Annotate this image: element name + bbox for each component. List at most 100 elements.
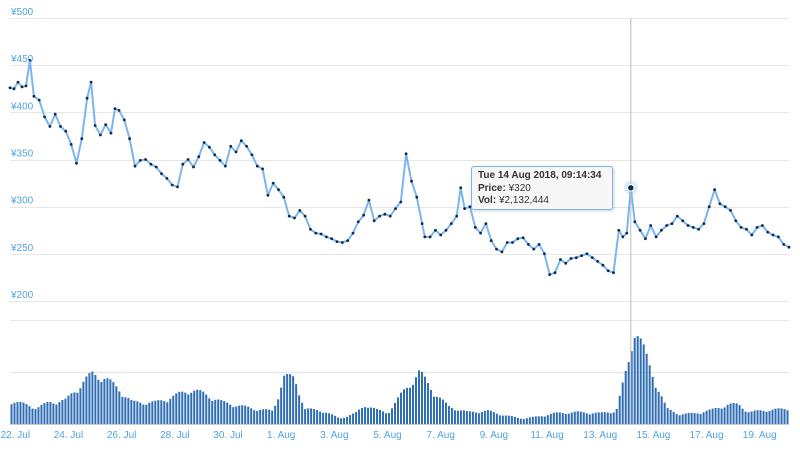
volume-bar	[567, 413, 570, 424]
price-point-65	[340, 241, 344, 244]
volume-bar	[325, 412, 328, 424]
price-point-25	[128, 137, 132, 141]
volume-bar	[540, 416, 543, 424]
volume-bar	[564, 413, 567, 424]
volume-bar	[304, 409, 307, 424]
volume-bar	[346, 416, 349, 424]
volume-bar	[708, 409, 711, 424]
volume-bar	[531, 416, 534, 424]
volume-bar	[459, 410, 462, 424]
price-point-95	[495, 247, 498, 251]
price-point-72	[378, 214, 381, 218]
tooltip-volume-value: ¥2,132,444	[498, 195, 549, 206]
volume-bar	[462, 410, 465, 424]
volume-bar	[214, 399, 217, 424]
price-point-125	[649, 224, 653, 227]
tooltip-volume-label: Vol:	[478, 195, 497, 206]
price-point-16	[85, 96, 89, 100]
volume-bar	[465, 411, 468, 424]
price-point-116	[606, 269, 610, 273]
x-tick-label-3: 28. Jul	[160, 430, 189, 441]
volume-bar	[753, 410, 756, 424]
volume-bar	[388, 412, 391, 424]
x-tick-label-2: 26. Jul	[107, 430, 136, 441]
volume-bar	[85, 376, 88, 424]
volume-bar	[492, 412, 495, 424]
price-point-69	[362, 213, 365, 217]
price-point-45	[234, 150, 238, 154]
volume-bar	[696, 413, 699, 424]
volume-bar	[513, 416, 516, 424]
volume-bar	[585, 413, 588, 424]
price-point-41	[213, 153, 217, 157]
volume-bar	[483, 410, 486, 424]
volume-series	[10, 336, 789, 424]
volume-bar	[609, 413, 612, 424]
price-point-113	[590, 256, 594, 259]
volume-bar	[97, 379, 100, 424]
volume-bar	[301, 402, 304, 424]
volume-bar	[184, 392, 187, 424]
price-point-22	[113, 107, 117, 110]
volume-bar	[337, 417, 340, 424]
volume-bar	[70, 393, 73, 424]
price-point-109	[569, 257, 573, 260]
volume-bar	[621, 382, 624, 424]
volume-bar	[594, 412, 597, 424]
volume-bar	[196, 389, 199, 424]
volume-bar	[474, 412, 477, 424]
price-point-82	[428, 235, 432, 239]
volume-bar	[489, 410, 492, 424]
volume-bar	[52, 403, 55, 424]
price-point-26	[133, 164, 137, 168]
price-point-120	[625, 231, 629, 235]
volume-bar	[669, 409, 672, 424]
volume-bar	[471, 411, 474, 424]
price-point-136	[707, 205, 711, 209]
price-point-29	[149, 162, 153, 166]
price-point-37	[192, 165, 195, 169]
volume-bar	[37, 407, 40, 424]
price-point-30	[154, 165, 158, 169]
price-point-79	[415, 195, 419, 199]
volume-bar	[780, 408, 783, 424]
volume-bar	[657, 391, 660, 424]
volume-bar	[495, 413, 498, 424]
volume-bar	[382, 411, 385, 424]
price-point-119	[621, 235, 625, 239]
price-point-55	[287, 214, 291, 218]
price-point-32	[165, 177, 169, 180]
y-tick-label-450: ¥450	[10, 54, 34, 65]
volume-bar	[76, 392, 79, 424]
volume-bar	[447, 406, 450, 424]
price-point-39	[202, 141, 206, 144]
price-point-11	[59, 125, 62, 128]
volume-bar	[103, 378, 106, 424]
volume-bar	[271, 410, 274, 424]
price-point-150	[782, 243, 786, 246]
volume-bar	[597, 412, 600, 424]
price-point-10	[53, 112, 57, 116]
volume-bar	[519, 418, 522, 424]
price-point-4	[24, 84, 28, 88]
price-point-9	[48, 125, 52, 128]
tooltip-price-value: ¥320	[508, 182, 531, 194]
price-point-53	[277, 188, 280, 192]
y-axis: ¥500 ¥450 ¥400 ¥350 ¥300 ¥250 ¥200	[10, 7, 34, 301]
volume-bar	[627, 362, 630, 424]
volume-bar	[130, 399, 133, 424]
volume-bar	[64, 398, 67, 424]
volume-bar	[160, 400, 163, 424]
volume-bar	[453, 410, 456, 424]
volume-bar	[13, 402, 16, 424]
volume-bar	[507, 415, 510, 424]
volume-bar	[486, 410, 489, 424]
tooltip-price-label: Price:	[478, 182, 506, 194]
x-tick-label-14: 19. Aug	[743, 430, 777, 441]
volume-bar	[94, 375, 97, 424]
volume-bar	[636, 336, 639, 424]
price-point-2	[16, 80, 20, 84]
price-point-60	[314, 231, 318, 235]
volume-bar	[684, 413, 687, 424]
